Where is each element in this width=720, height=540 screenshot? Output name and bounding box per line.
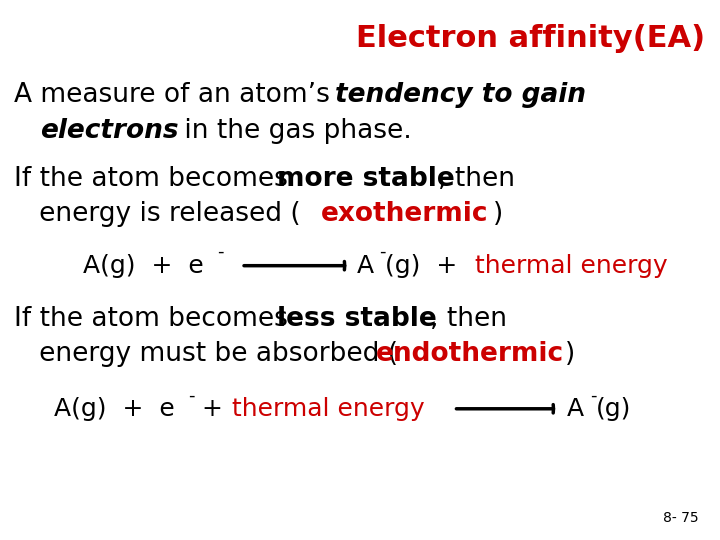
Text: thermal energy: thermal energy bbox=[475, 254, 668, 278]
Text: If the atom becomes: If the atom becomes bbox=[14, 166, 297, 192]
Text: If the atom becomes: If the atom becomes bbox=[14, 306, 297, 332]
Text: energy is released (: energy is released ( bbox=[14, 201, 301, 227]
Text: (g): (g) bbox=[596, 397, 631, 421]
Text: A measure of an atom’s: A measure of an atom’s bbox=[14, 82, 338, 107]
Text: A(g)  +  e: A(g) + e bbox=[54, 397, 175, 421]
Text: less stable: less stable bbox=[277, 306, 437, 332]
Text: 8- 75: 8- 75 bbox=[663, 511, 698, 525]
Text: A(g)  +  e: A(g) + e bbox=[83, 254, 204, 278]
Text: +: + bbox=[194, 397, 239, 421]
Text: in the gas phase.: in the gas phase. bbox=[176, 118, 412, 144]
Text: more stable: more stable bbox=[277, 166, 455, 192]
Text: -: - bbox=[217, 243, 223, 261]
Text: Electron affinity(EA): Electron affinity(EA) bbox=[356, 24, 706, 53]
Text: energy must be absorbed (: energy must be absorbed ( bbox=[14, 341, 398, 367]
Text: , then: , then bbox=[438, 166, 515, 192]
Text: exothermic: exothermic bbox=[320, 201, 488, 227]
Text: A: A bbox=[356, 254, 374, 278]
Text: thermal energy: thermal energy bbox=[232, 397, 425, 421]
Text: tendency to gain: tendency to gain bbox=[335, 82, 586, 107]
Text: (g)  +: (g) + bbox=[385, 254, 474, 278]
Text: , then: , then bbox=[430, 306, 507, 332]
Text: ): ) bbox=[565, 341, 575, 367]
Text: electrons: electrons bbox=[40, 118, 179, 144]
Text: endothermic: endothermic bbox=[376, 341, 564, 367]
Text: -: - bbox=[188, 386, 194, 404]
Text: ): ) bbox=[493, 201, 503, 227]
Text: -: - bbox=[379, 243, 386, 261]
Text: A: A bbox=[567, 397, 584, 421]
Text: -: - bbox=[590, 386, 597, 404]
